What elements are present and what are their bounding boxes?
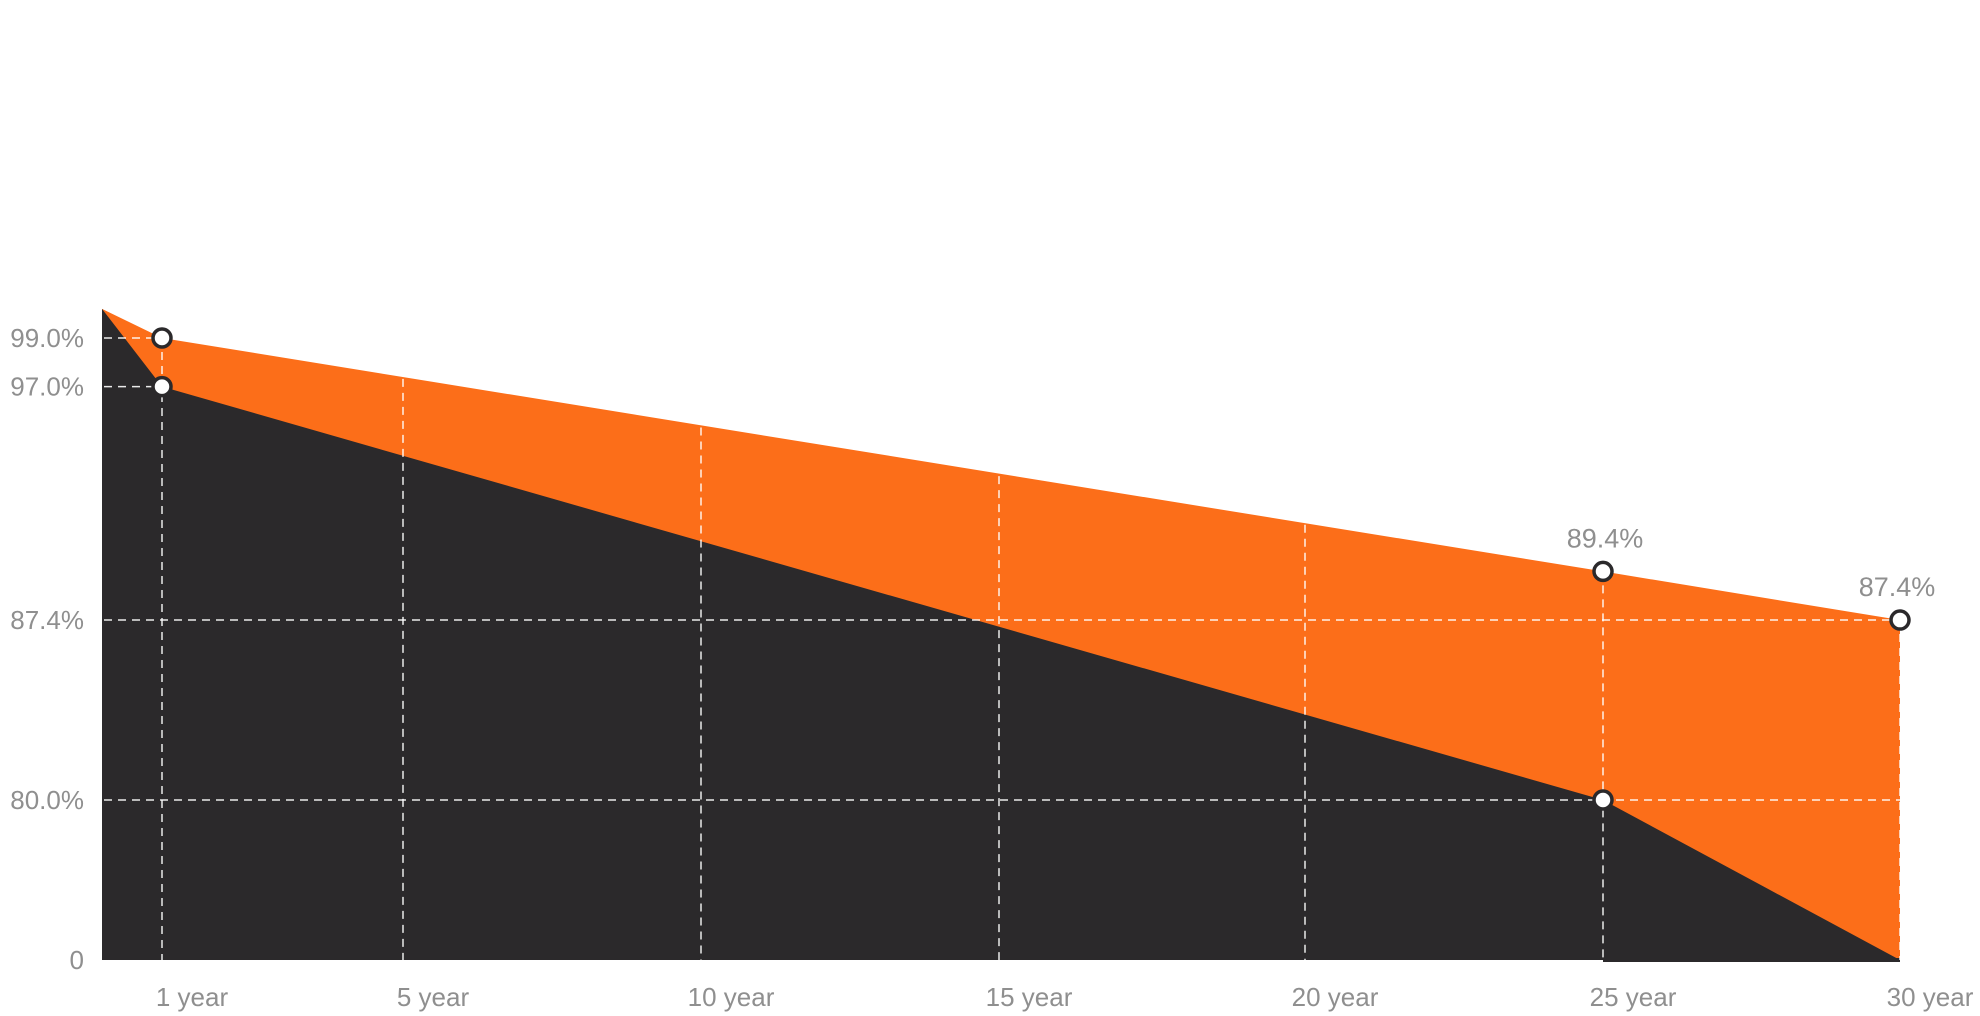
data-markers: 89.4% 87.4% — [151, 327, 1936, 811]
lower-area — [102, 308, 1900, 961]
data-point — [1889, 609, 1911, 631]
x-tick-label: 1 year — [156, 982, 229, 1012]
data-label: 89.4% — [1567, 523, 1644, 553]
y-tick-label: 99.0% — [10, 323, 84, 353]
tick-labels: 1 year 5 year 10 year 15 year 20 year 25 year… — [10, 323, 1973, 1012]
x-tick-label: 20 year — [1292, 982, 1379, 1012]
y-tick-label: 97.0% — [10, 372, 84, 402]
x-tick-label: 30 year — [1887, 982, 1974, 1012]
y-tick-label: 80.0% — [10, 785, 84, 815]
x-tick-label: 15 year — [986, 982, 1073, 1012]
x-tick-label: 25 year — [1590, 982, 1677, 1012]
data-point — [1592, 560, 1614, 583]
gridlines — [90, 337, 1901, 960]
data-point — [151, 327, 173, 349]
x-tick-label: 10 year — [688, 982, 775, 1012]
data-label: 87.4% — [1859, 572, 1936, 602]
y-tick-label: 87.4% — [10, 605, 84, 635]
y-tick-label: 0 — [70, 945, 84, 975]
data-point — [151, 375, 173, 398]
chart-areas — [102, 308, 1900, 962]
x-tick-label: 5 year — [397, 982, 470, 1012]
data-point — [1592, 789, 1614, 811]
